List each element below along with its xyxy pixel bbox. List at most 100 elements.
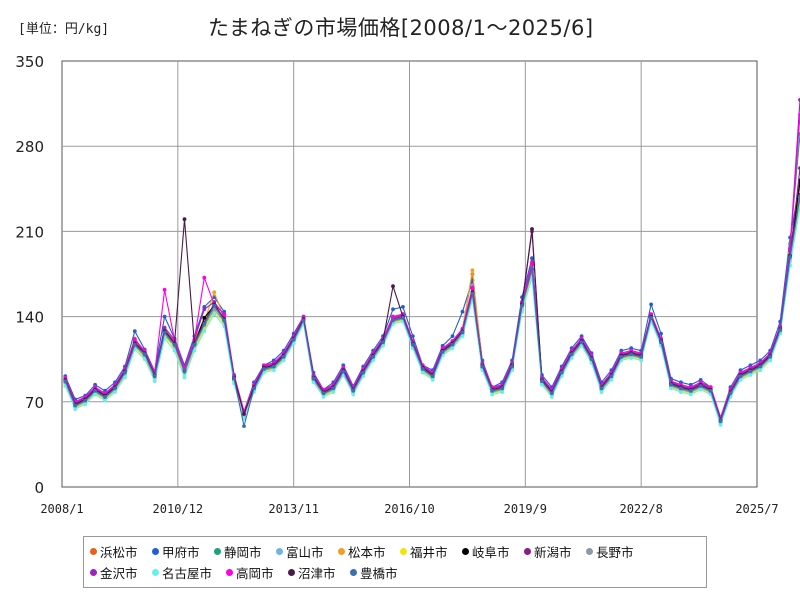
data-point: [162, 330, 167, 335]
legend-marker: [586, 548, 593, 555]
legend-item: 豊橋市: [350, 562, 412, 583]
data-point: [192, 348, 197, 353]
data-point: [123, 370, 127, 375]
data-point: [520, 303, 524, 308]
legend-item: 名古屋市: [152, 562, 226, 583]
data-point: [152, 379, 157, 383]
data-point: [172, 342, 177, 347]
data-point: [162, 325, 167, 330]
legend-item: 長野市: [586, 541, 648, 562]
data-point: [152, 374, 157, 379]
data-point: [232, 376, 237, 381]
data-point: [659, 331, 663, 336]
legend-item: 福井市: [400, 541, 462, 562]
x-tick-label: 2019/9: [504, 502, 547, 516]
data-point: [510, 364, 514, 369]
data-point: [113, 390, 117, 394]
data-point: [748, 369, 753, 374]
data-point: [172, 348, 177, 353]
data-point: [450, 346, 455, 351]
data-point: [242, 412, 246, 416]
data-point: [252, 386, 256, 391]
data-point: [142, 357, 147, 362]
data-point: [549, 391, 554, 396]
data-point: [391, 307, 395, 312]
data-point: [490, 392, 495, 397]
data-point: [361, 370, 366, 375]
data-point: [470, 291, 475, 296]
data-point: [669, 386, 673, 391]
data-point: [549, 395, 554, 399]
data-point: [93, 388, 97, 393]
data-point: [430, 378, 435, 382]
data-point: [649, 302, 653, 307]
data-point: [113, 386, 117, 391]
y-tick-label: 0: [34, 479, 44, 497]
data-point: [679, 386, 683, 391]
data-point: [73, 403, 78, 408]
x-tick-label: 2022/8: [619, 502, 662, 516]
data-point: [291, 341, 296, 346]
legend-label: 金沢市: [100, 566, 138, 581]
data-point: [401, 315, 405, 320]
chart-title: たまねぎの市場価格[2008/1～2025/6]: [208, 16, 594, 40]
series-豊橋市: [63, 194, 800, 428]
data-point: [530, 256, 534, 261]
data-point: [301, 318, 306, 323]
data-point: [83, 402, 88, 407]
legend-label: 新潟市: [534, 545, 572, 560]
data-point: [381, 343, 385, 348]
data-point: [450, 334, 455, 338]
data-point: [450, 342, 455, 347]
data-point: [500, 386, 505, 391]
data-point: [321, 395, 326, 399]
x-tick-label: 2025/7: [735, 502, 778, 516]
data-point: [440, 350, 445, 354]
legend-label: 沼津市: [298, 566, 336, 581]
data-point: [639, 354, 644, 359]
legend-label: 浜松市: [100, 545, 138, 560]
data-point: [103, 398, 107, 403]
data-point: [281, 354, 286, 359]
data-point: [132, 337, 137, 342]
data-point: [351, 392, 356, 397]
data-point: [758, 364, 763, 369]
legend-item: 浜松市: [90, 541, 152, 562]
data-point: [222, 312, 227, 317]
legend-item: 沼津市: [288, 562, 350, 583]
data-point: [311, 380, 316, 385]
data-point: [688, 388, 693, 393]
data-point: [738, 374, 743, 379]
data-point: [371, 354, 375, 359]
legend-marker: [90, 548, 97, 555]
legend-marker: [524, 548, 531, 555]
data-point: [698, 384, 703, 388]
legend-marker: [462, 548, 469, 555]
data-point: [470, 285, 475, 290]
data-point: [271, 368, 276, 373]
data-point: [688, 392, 693, 397]
data-point: [142, 352, 147, 357]
data-point: [242, 424, 246, 428]
legend: 浜松市 甲府市 静岡市 富山市 松本市 福井市 岐阜市 新潟市 長野市 金沢市 名古屋市 高岡市 沼津市…: [83, 536, 707, 588]
data-point: [609, 378, 614, 382]
y-tick-label: 280: [15, 138, 44, 156]
data-point: [271, 364, 276, 369]
data-point: [679, 390, 683, 394]
legend-label: 長野市: [596, 545, 634, 560]
data-point: [589, 357, 594, 362]
data-point: [162, 314, 167, 319]
legend-marker: [350, 569, 357, 576]
data-point: [381, 340, 385, 345]
data-point: [391, 314, 395, 319]
legend-marker: [214, 548, 221, 555]
data-point: [718, 419, 723, 424]
data-point: [132, 329, 137, 334]
legend-label: 松本市: [348, 545, 386, 560]
data-point: [540, 382, 544, 387]
legend-item: 甲府市: [152, 541, 214, 562]
legend-item: 新潟市: [524, 541, 586, 562]
legend-marker: [152, 548, 159, 555]
legend-item: 金沢市: [90, 562, 152, 583]
